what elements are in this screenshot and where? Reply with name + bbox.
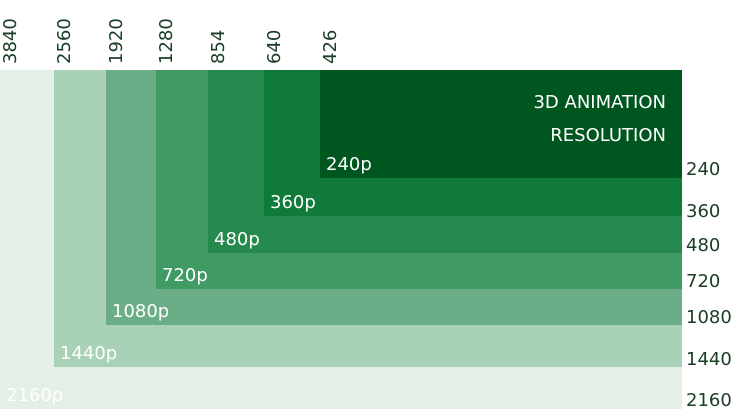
- resolution-name: 2160p: [6, 385, 63, 406]
- height-label: 2160: [686, 390, 732, 409]
- width-label: 640: [264, 30, 285, 64]
- resolution-name: 720p: [162, 265, 208, 286]
- height-label: 1080: [686, 307, 732, 328]
- height-label: 480: [686, 235, 720, 256]
- resolution-box: [320, 70, 682, 178]
- resolution-name: 240p: [326, 154, 372, 175]
- title: RESOLUTION: [550, 125, 666, 146]
- resolution-name: 360p: [270, 192, 316, 213]
- width-label: 3840: [0, 18, 21, 64]
- width-label: 426: [320, 30, 341, 64]
- width-label: 1280: [156, 18, 177, 64]
- resolution-name: 1440p: [60, 343, 117, 364]
- height-label: 240: [686, 159, 720, 180]
- width-label: 1920: [106, 18, 127, 64]
- height-label: 720: [686, 271, 720, 292]
- width-label: 2560: [54, 18, 75, 64]
- height-label: 1440: [686, 349, 732, 370]
- title: 3D ANIMATION: [533, 92, 666, 113]
- resolution-name: 1080p: [112, 301, 169, 322]
- resolution-name: 480p: [214, 229, 260, 250]
- width-label: 854: [208, 30, 229, 64]
- height-label: 360: [686, 201, 720, 222]
